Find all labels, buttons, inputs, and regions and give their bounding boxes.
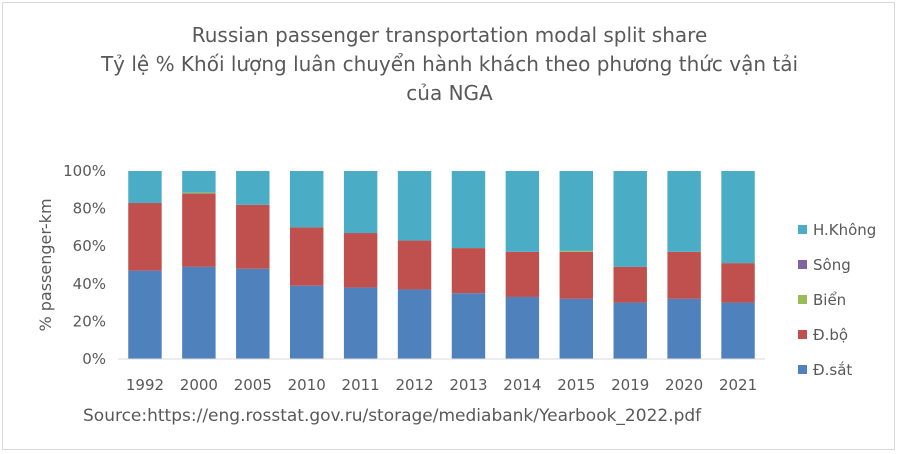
legend-swatch [798,295,807,304]
legend-swatch [798,225,807,234]
bar-segment [182,171,216,193]
y-tick-label: 60% [73,237,106,255]
x-tick-label: 2011 [342,376,380,394]
bar-segment [613,302,647,359]
bar-segment [505,251,540,297]
bar-segment [451,248,486,294]
chart-title-line-3: của NGA [406,81,493,105]
x-tick-label: 2014 [503,376,541,394]
x-tick-label: 2000 [180,376,218,394]
legend-label: Biển [813,291,846,309]
bar-segment [613,171,647,267]
x-tick-label: 2012 [395,376,433,394]
x-tick-label: 1992 [126,376,164,394]
bar-segment [559,298,594,359]
bar-segment [397,289,432,359]
x-tick-label: 2021 [719,376,757,394]
bar-segment [289,171,324,228]
bar-segment [559,251,594,299]
x-tick-label: 2005 [234,376,272,394]
bar-segment [667,171,701,252]
bar-segment [451,171,486,249]
legend-swatch [798,330,807,339]
bar-segment [721,263,755,303]
bar-segment [505,296,540,359]
bar-segment [128,171,162,203]
bar-segment [236,204,270,269]
bar-segment [721,302,755,359]
x-tick-label: 2015 [557,376,595,394]
bar-segment [667,251,701,299]
bar-segment [289,285,324,359]
bar-segment [397,240,432,290]
y-tick-label: 40% [73,275,106,293]
bar-segment [505,171,540,252]
bar-segment [128,202,162,271]
bar-segment [182,193,216,267]
x-tick-label: 2013 [449,376,487,394]
y-tick-label: 20% [73,312,106,330]
bar-segment [289,227,324,286]
y-tick-label: 0% [82,350,106,368]
y-tick-label: 80% [73,200,106,218]
legend-label: H.Không [813,221,876,239]
bar-segment [128,270,162,359]
legend-swatch [798,260,807,269]
bar-segment [182,266,216,359]
y-axis-label: % passenger-km [36,198,55,331]
legend-label: Đ.bộ [813,326,848,344]
legend-label: Đ.sắt [813,361,852,379]
stacked-bar-chart: 0% 20% 40% 60% 80% 100% % passenger-km 1992 2000… [36,162,876,394]
bar-segment [613,266,647,303]
legend-swatch [798,365,807,374]
legend-label: Sông [813,256,851,274]
bar-segment [236,268,270,359]
bar-segment [559,171,594,251]
chart-title-line-2: Tỷ lệ % Khối lượng luân chuyển hành khác… [100,52,799,76]
x-tick-label: 2010 [288,376,326,394]
bar-segment [667,298,701,359]
bar-segment [559,250,594,252]
bar-segment [343,233,378,288]
bar-segment [397,171,432,241]
source-note: Source:https://eng.rosstat.gov.ru/storag… [83,406,702,426]
y-tick-label: 100% [63,162,106,180]
bar-segment [343,287,378,359]
chart-title: Russian passenger transportation modal s… [3,21,896,108]
x-tick-label: 2020 [665,376,703,394]
bar-segment [182,192,216,194]
bar-segment [343,171,378,234]
chart-title-line-1: Russian passenger transportation modal s… [191,23,708,47]
bar-segment [451,293,486,359]
bar-segment [236,171,270,205]
bar-segment [721,171,755,264]
x-tick-label: 2019 [611,376,649,394]
